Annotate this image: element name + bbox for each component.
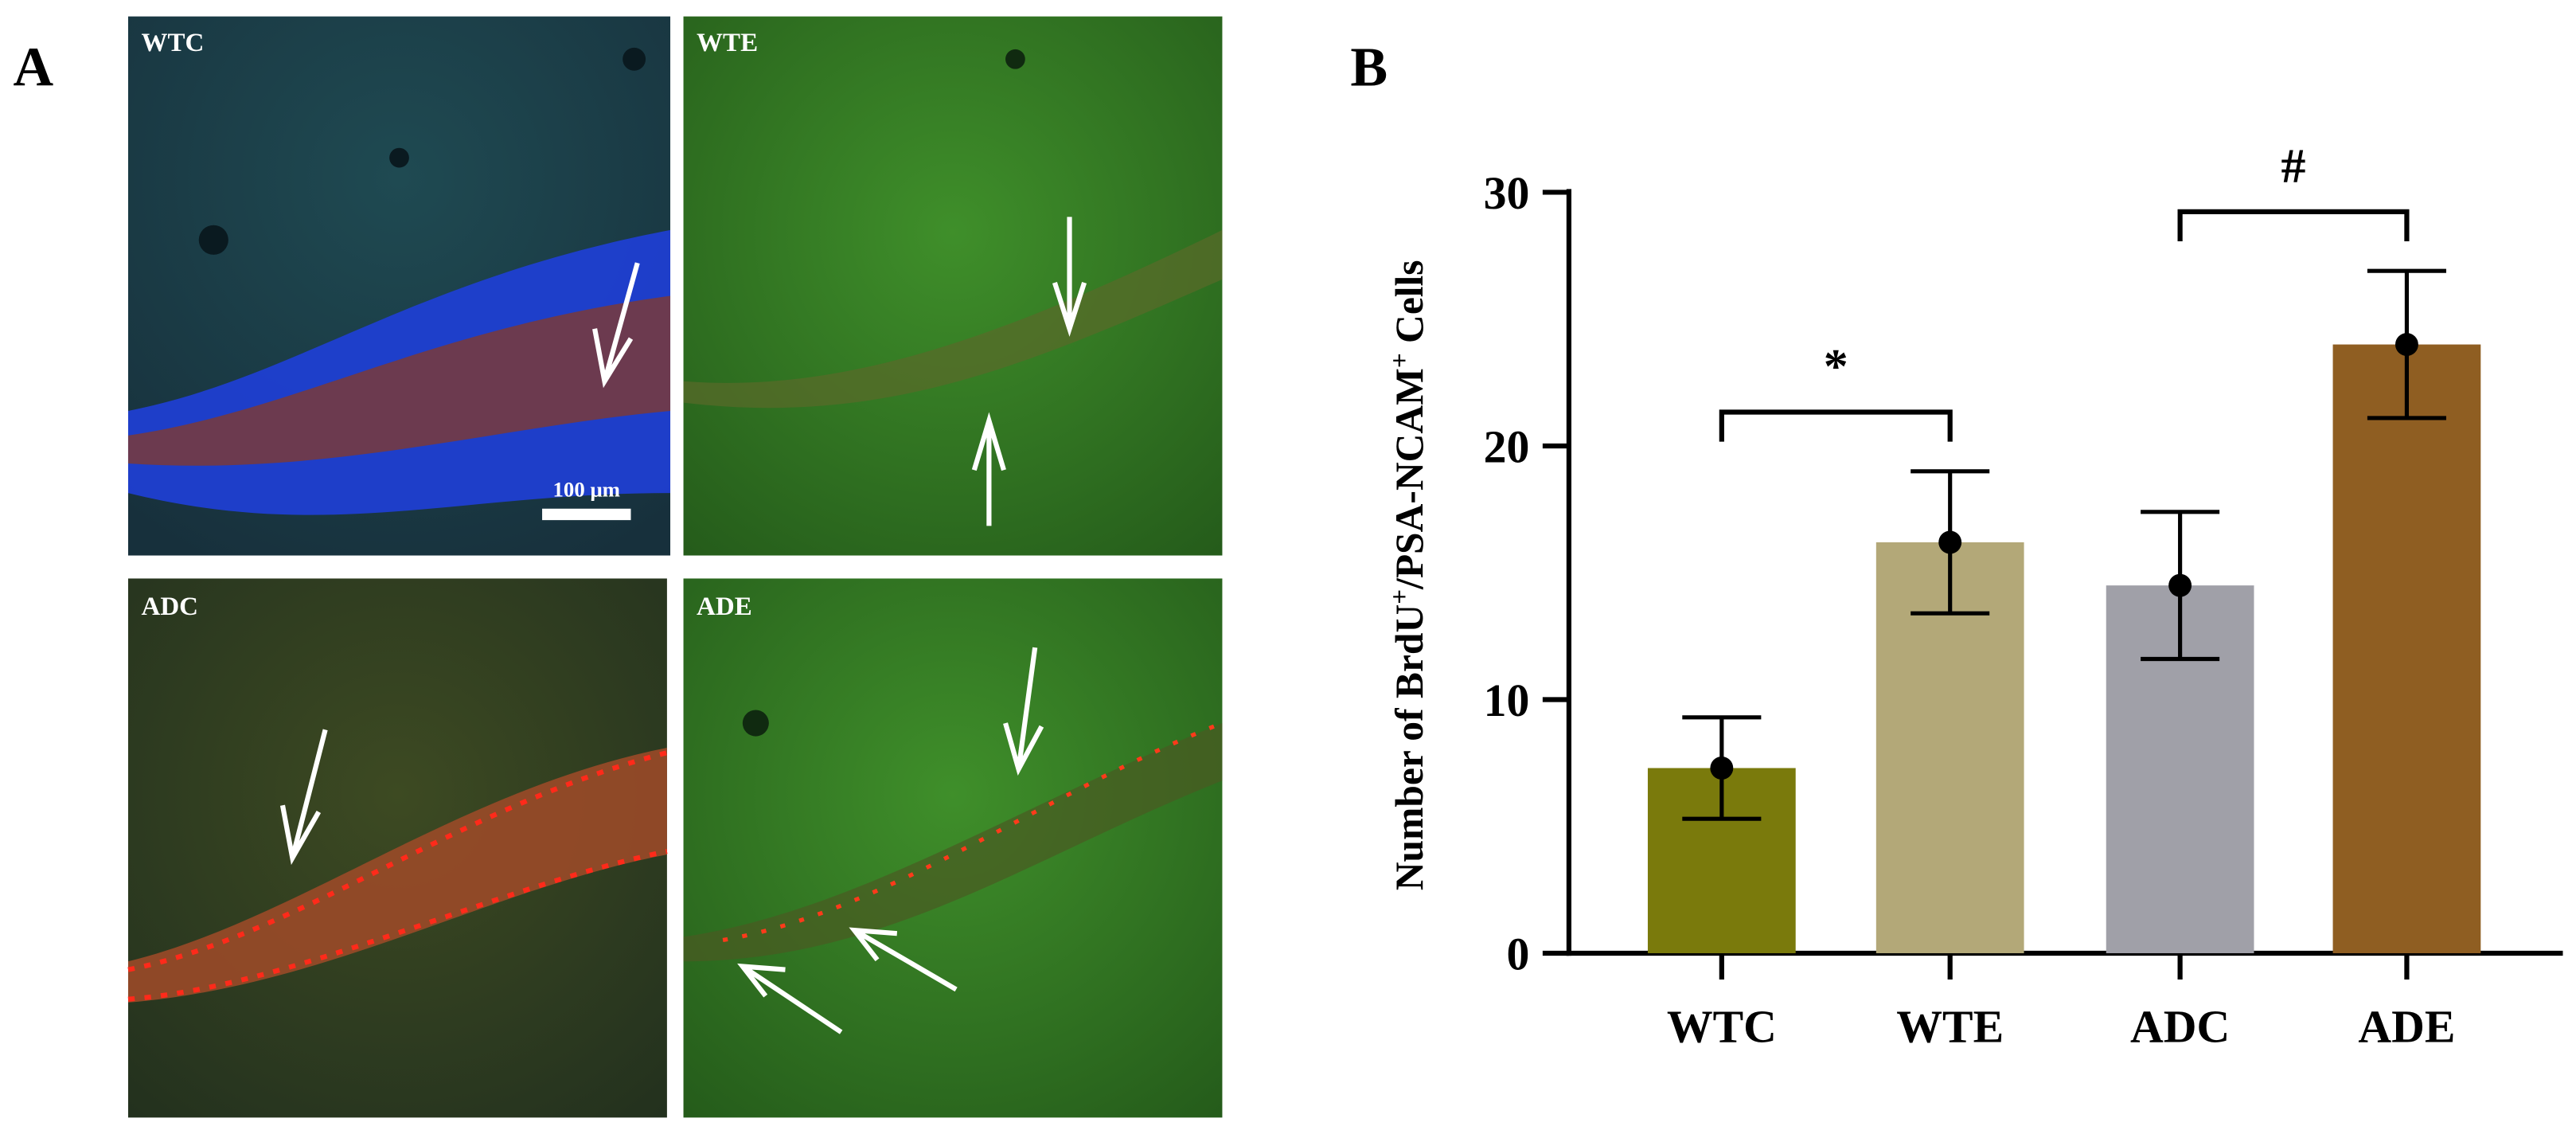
y-axis-label: Number of BrdU+/PSA-NCAM+ Cells xyxy=(1386,260,1431,890)
y-tick-label: 20 xyxy=(1484,423,1530,473)
arrows xyxy=(279,217,1087,1034)
mean-dot xyxy=(1938,530,1962,554)
x-tick-label: ADE xyxy=(2358,1002,2455,1052)
y-tick-label: 10 xyxy=(1484,676,1530,726)
significance-bracket xyxy=(2177,209,2410,242)
x-tick-label: WTC xyxy=(1667,1002,1777,1052)
image-adc xyxy=(127,578,668,1118)
mean-dot xyxy=(2395,333,2418,357)
label-part: /PSA-NCAM xyxy=(1388,368,1431,590)
image-ade xyxy=(683,578,1224,1118)
label-part: Number of BrdU xyxy=(1388,604,1431,890)
panel-label: B xyxy=(1350,36,1388,98)
image-label: ADC xyxy=(141,592,198,621)
superscript: + xyxy=(1386,353,1415,368)
mean-dot xyxy=(2168,573,2192,597)
y-tick-label: 0 xyxy=(1506,930,1529,980)
label-part: Cells xyxy=(1388,260,1431,353)
x-tick-label: WTE xyxy=(1896,1002,2004,1052)
mean-dot xyxy=(1710,757,1734,780)
superscript: + xyxy=(1386,589,1415,604)
panel-label: A xyxy=(14,36,54,98)
significance-mark: * xyxy=(1824,339,1848,393)
image-wtc xyxy=(127,16,671,556)
image-label: WTC xyxy=(141,29,204,57)
x-tick-label: ADC xyxy=(2130,1002,2230,1052)
y-tick-label: 30 xyxy=(1484,169,1530,219)
bar xyxy=(2332,344,2481,953)
image-wte xyxy=(683,16,1223,556)
image-label: ADE xyxy=(697,592,752,621)
significance-bracket xyxy=(1719,409,1953,442)
image-label: WTE xyxy=(697,29,758,57)
scale-bar-label: 100 μm xyxy=(553,477,620,501)
significance-mark: # xyxy=(2281,139,2306,194)
